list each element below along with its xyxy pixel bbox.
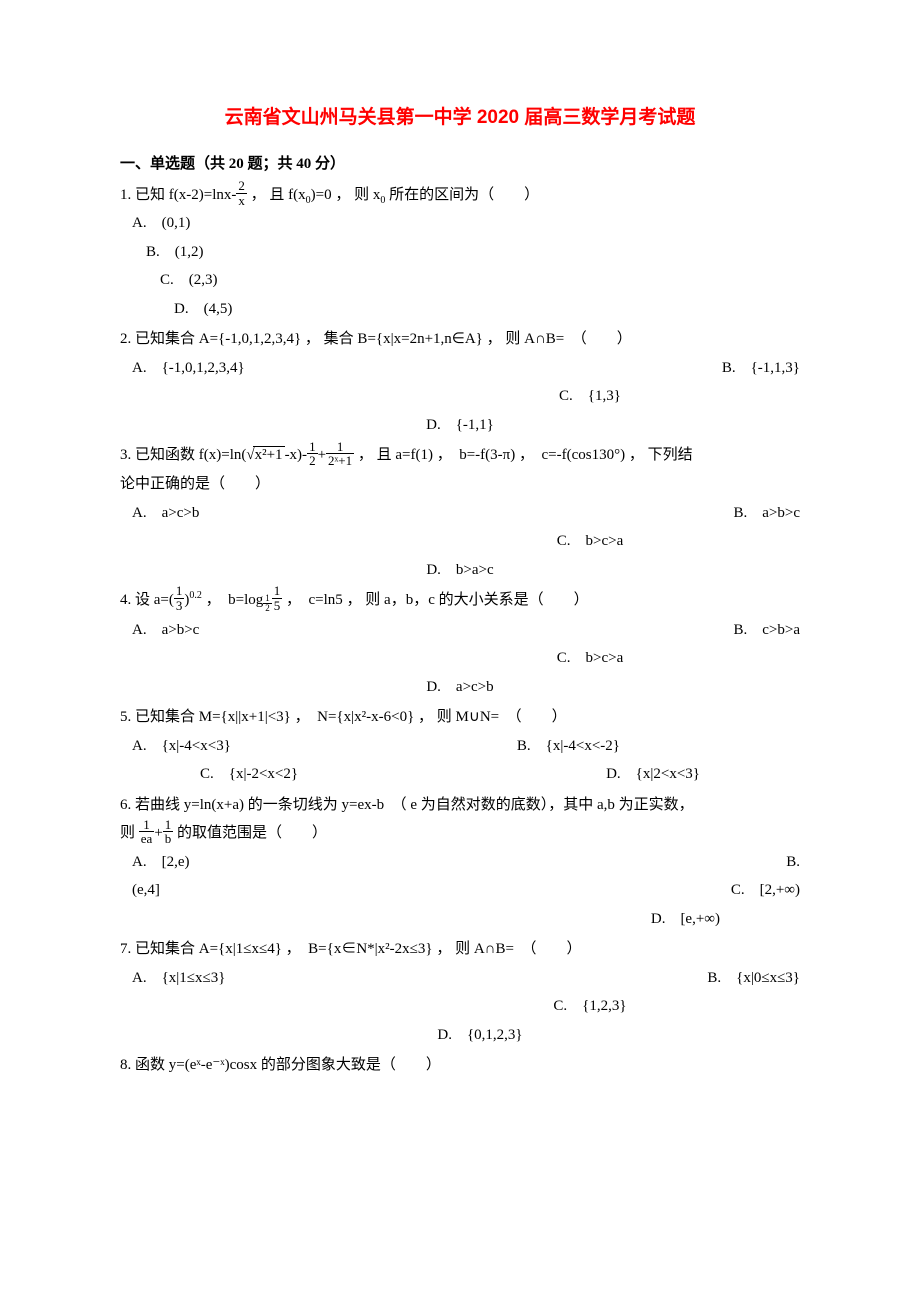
q3-stem-prefix: 3. 已知函数 f(x)=ln(	[120, 447, 246, 463]
q1-frac-num: 2	[236, 179, 247, 194]
q4-mid1: ， b=log	[202, 592, 263, 608]
q1-stem-mid: ， 且 f(x	[247, 187, 306, 203]
q3-mid2: +	[318, 447, 326, 463]
q4-opt-a: A. a>b>c	[120, 616, 199, 645]
q3-f1n: 1	[307, 440, 318, 455]
q4-stem-prefix: 4. 设 a=(	[120, 592, 174, 608]
q4-opt-b: B. c>b>a	[734, 616, 801, 645]
q1-opt-c: C. (2,3)	[120, 266, 800, 295]
q7-opt-b: B. {x|0≤x≤3}	[707, 964, 800, 993]
q4-mid2: ， c=ln5 ， 则 a，b，c 的大小关系是（ ）	[282, 592, 588, 608]
q6-opt-c: C. [2,+∞)	[731, 876, 800, 905]
q5-stem: 5. 已知集合 M={x||x+1|<3} ， N={x|x²-x-6<0} ，…	[120, 703, 800, 732]
q6-opt-d: D. [e,+∞)	[120, 905, 800, 934]
q5-opt-d: D. {x|2<x<3}	[606, 760, 700, 789]
q3-f1d: 2	[307, 454, 318, 468]
q4-opt-c: C. b>c>a	[120, 644, 800, 673]
q3-mid1: -x)-	[285, 447, 308, 463]
q1-opt-d: D. (4,5)	[120, 295, 800, 324]
q6-l2-prefix: 则	[120, 825, 139, 841]
q1-opt-b: B. (1,2)	[120, 238, 800, 267]
q6-f2d: b	[163, 832, 174, 846]
q6-stem-line1: 6. 若曲线 y=ln(x+a) 的一条切线为 y=ex-b （ e 为自然对数…	[120, 791, 800, 820]
q3-sqrt: x²+1	[253, 446, 285, 463]
question-8: 8. 函数 y=(eˣ-e⁻ˣ)cosx 的部分图象大致是（ ）	[120, 1051, 800, 1080]
q4-exp1: 0.2	[189, 590, 202, 601]
question-2: 2. 已知集合 A={-1,0,1,2,3,4} ， 集合 B={x|x=2n+…	[120, 325, 800, 439]
q7-opt-a: A. {x|1≤x≤3}	[120, 964, 225, 993]
q6-opt-b-val: (e,4]	[120, 876, 160, 905]
q8-stem: 8. 函数 y=(eˣ-e⁻ˣ)cosx 的部分图象大致是（ ）	[120, 1051, 800, 1080]
q3-f2n: 1	[326, 440, 354, 455]
q3-stem-line2: 论中正确的是（ ）	[120, 470, 800, 499]
q3-opt-a: A. a>c>b	[120, 499, 199, 528]
q7-stem: 7. 已知集合 A={x|1≤x≤4} ， B={x∈N*|x²-2x≤3} ，…	[120, 935, 800, 964]
q4-f1d: 3	[174, 599, 185, 613]
q4-lan: 1	[272, 584, 283, 599]
q6-l2-suffix: 的取值范围是（ ）	[173, 825, 327, 841]
q3-opt-b: B. a>b>c	[734, 499, 801, 528]
q2-opt-b: B. {-1,1,3}	[722, 354, 800, 383]
q7-opt-d: D. {0,1,2,3}	[120, 1021, 800, 1050]
q3-mid3: ， 且 a=f(1) ， b=-f(3-π) ， c=-f(cos130°) ，…	[354, 447, 692, 463]
q1-stem-mid2: )=0 ， 则 x	[311, 187, 381, 203]
q4-subfd: 2	[263, 604, 272, 613]
q1-frac-den: x	[236, 194, 247, 208]
question-7: 7. 已知集合 A={x|1≤x≤4} ， B={x∈N*|x²-2x≤3} ，…	[120, 935, 800, 1049]
q1-opt-a: A. (0,1)	[120, 209, 800, 238]
q3-f2d: 2ˣ+1	[326, 454, 354, 468]
q6-f1n: 1	[139, 818, 155, 833]
q2-opt-d: D. {-1,1}	[120, 411, 800, 440]
question-6: 6. 若曲线 y=ln(x+a) 的一条切线为 y=ex-b （ e 为自然对数…	[120, 791, 800, 934]
q7-opt-c: C. {1,2,3}	[120, 992, 800, 1021]
q6-opt-a: A. [2,e)	[120, 848, 189, 877]
question-1: 1. 已知 f(x-2)=lnx-2x ， 且 f(x0)=0 ， 则 x0 所…	[120, 181, 800, 324]
q1-stem-suffix: 所在的区间为（ ）	[385, 187, 539, 203]
q5-opt-b: B. {x|-4<x<-2}	[517, 732, 620, 761]
q4-f1n: 1	[174, 584, 185, 599]
q4-opt-d: D. a>c>b	[120, 673, 800, 702]
q2-stem: 2. 已知集合 A={-1,0,1,2,3,4} ， 集合 B={x|x=2n+…	[120, 325, 800, 354]
q5-opt-a: A. {x|-4<x<3}	[120, 732, 231, 761]
q3-opt-c: C. b>c>a	[120, 527, 800, 556]
q6-mid: +	[154, 825, 162, 841]
q3-opt-d: D. b>a>c	[120, 556, 800, 585]
q5-opt-c: C. {x|-2<x<2}	[120, 760, 298, 789]
section-heading: 一、单选题（共 20 题；共 40 分）	[120, 150, 800, 179]
q2-opt-c: C. {1,3}	[120, 382, 800, 411]
question-5: 5. 已知集合 M={x||x+1|<3} ， N={x|x²-x-6<0} ，…	[120, 703, 800, 789]
q1-stem-prefix: 1. 已知 f(x-2)=lnx-	[120, 187, 236, 203]
question-3: 3. 已知函数 f(x)=ln(x²+1-x)-12+12ˣ+1 ， 且 a=f…	[120, 441, 800, 584]
q6-f1d: ea	[139, 832, 155, 846]
page-title: 云南省文山州马关县第一中学 2020 届高三数学月考试题	[120, 100, 800, 136]
q4-lad: 5	[272, 599, 283, 613]
q6-opt-b-label: B.	[786, 848, 800, 877]
q6-f2n: 1	[163, 818, 174, 833]
q2-opt-a: A. {-1,0,1,2,3,4}	[120, 354, 245, 383]
question-4: 4. 设 a=(13)0.2 ， b=log1215 ， c=ln5 ， 则 a…	[120, 586, 800, 701]
